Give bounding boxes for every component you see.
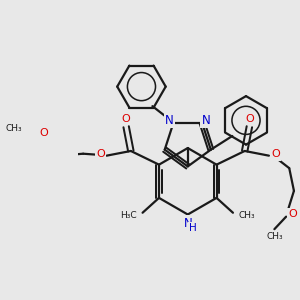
Text: N: N (183, 217, 192, 230)
Text: O: O (288, 209, 297, 219)
Text: O: O (39, 128, 48, 138)
Text: H₃C: H₃C (120, 212, 137, 220)
Text: H: H (189, 223, 197, 233)
Text: CH₃: CH₃ (239, 212, 255, 220)
Text: O: O (271, 149, 280, 160)
Text: O: O (245, 114, 254, 124)
Text: N: N (165, 114, 174, 127)
Text: O: O (122, 114, 130, 124)
Text: N: N (202, 114, 210, 127)
Text: CH₃: CH₃ (5, 124, 22, 133)
Text: CH₃: CH₃ (266, 232, 283, 242)
Text: O: O (96, 149, 105, 160)
